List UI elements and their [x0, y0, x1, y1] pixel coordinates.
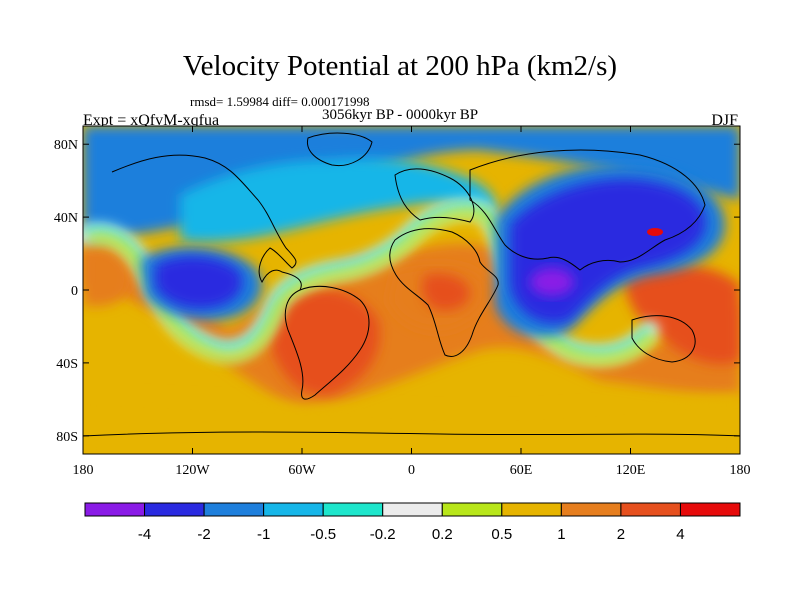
stats-line: rmsd= 1.59984 diff= 0.000171998 — [190, 94, 370, 109]
colorbar-label-7: 1 — [557, 526, 565, 543]
experiment-label: Expt = xQfvM-xqfua — [83, 112, 220, 129]
season-label: DJF — [711, 112, 738, 129]
greenland-coast — [306, 132, 373, 167]
colorbar-box-3 — [263, 502, 324, 517]
colorbar-label-8: 2 — [617, 526, 625, 543]
colorbar-label-9: 4 — [676, 526, 684, 543]
region-japan-spot — [647, 228, 663, 236]
australia-coast — [631, 315, 696, 363]
colorbar-label-2: -1 — [257, 526, 270, 543]
y-axis: 80N 40N 0 40S 80S — [54, 138, 740, 445]
region-east-pacific-min — [155, 256, 243, 309]
y-tick-label-1: 40N — [54, 211, 78, 226]
zone-north-cyan — [180, 158, 497, 242]
x-tick-label-0: 180 — [73, 463, 94, 478]
region-south-america-max — [270, 289, 380, 396]
colorbar-label-4: -0.2 — [370, 526, 396, 543]
north-america-coast — [111, 154, 302, 291]
colorbar-box-8 — [560, 502, 622, 517]
region-africa-core — [422, 273, 470, 311]
chart-title: Velocity Potential at 200 hPa (km2/s) — [182, 50, 618, 82]
africa-coast — [389, 228, 499, 357]
colorbar-label-0: -4 — [138, 526, 151, 543]
x-axis: 180 120W 60W 0 60E 120E 180 — [73, 126, 751, 478]
y-tick-label-2: 0 — [71, 284, 78, 299]
south-america-coast — [284, 285, 370, 400]
band-northern-high-latitude — [83, 126, 740, 240]
region-dateline-positive — [83, 246, 130, 307]
colorbar-box-6 — [441, 502, 503, 517]
colorbar-label-3: -0.5 — [310, 526, 336, 543]
region-west-pacific-max — [625, 265, 740, 365]
colorbar-label-1: -2 — [197, 526, 210, 543]
colorbar-box-9 — [620, 502, 681, 517]
colorbar-label-6: 0.5 — [491, 526, 512, 543]
x-tick-label-6: 180 — [730, 463, 751, 478]
colorbar: -4 -2 -1 -0.5 -0.2 0.2 0.5 1 2 4 — [84, 502, 741, 543]
asia-coast — [469, 149, 706, 271]
y-tick-label-3: 40S — [56, 357, 78, 372]
colorbar-box-0 — [84, 502, 146, 517]
period-label: 3056kyr BP - 0000kyr BP — [322, 107, 479, 123]
colorbar-label-5: 0.2 — [432, 526, 453, 543]
colorbar-box-2 — [203, 502, 265, 517]
colorbar-box-4 — [322, 502, 384, 517]
colorbar-box-7 — [501, 502, 562, 517]
colorbar-box-1 — [144, 502, 205, 517]
x-tick-label-3: 0 — [408, 463, 415, 478]
europe-coast — [394, 168, 475, 223]
antarctica-coast — [83, 431, 740, 437]
x-tick-label-5: 120E — [616, 463, 646, 478]
x-tick-label-2: 60W — [288, 463, 316, 478]
region-indian-ocean-core — [530, 268, 574, 296]
colorbar-box-10 — [679, 502, 741, 517]
colorbar-box-5 — [382, 502, 443, 517]
x-tick-label-4: 60E — [510, 463, 533, 478]
y-tick-label-0: 80N — [54, 138, 78, 153]
contour-field — [83, 126, 740, 454]
band-southern-ocean — [83, 395, 740, 454]
y-tick-label-4: 80S — [56, 430, 78, 445]
coastlines — [83, 132, 740, 437]
x-tick-label-1: 120W — [175, 463, 210, 478]
